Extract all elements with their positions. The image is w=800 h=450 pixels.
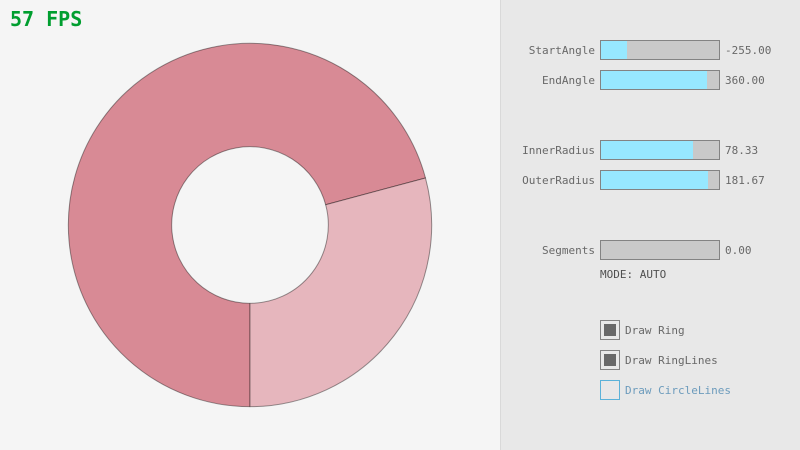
outerradius-slider-fill — [601, 171, 709, 189]
draw-ringlines-label: Draw RingLines — [625, 353, 718, 367]
fps-counter: 57 FPS — [10, 7, 83, 31]
checkbox-row-draw-circlelines: Draw CircleLines — [600, 380, 731, 400]
innerradius-slider-fill — [601, 141, 694, 159]
endangle-label: EndAngle — [542, 73, 595, 87]
slider-row-startangle: StartAngle -255.00 — [500, 40, 800, 60]
outerradius-label: OuterRadius — [522, 173, 595, 187]
draw-circlelines-label: Draw CircleLines — [625, 383, 731, 397]
segments-slider[interactable] — [600, 240, 720, 260]
innerradius-label: InnerRadius — [522, 143, 595, 157]
startangle-label: StartAngle — [528, 43, 595, 57]
endangle-slider[interactable] — [600, 70, 720, 90]
outerradius-value: 181.67 — [725, 173, 765, 187]
draw-ring-label: Draw Ring — [625, 323, 685, 337]
endangle-value: 360.00 — [725, 73, 765, 87]
startangle-value: -255.00 — [725, 43, 772, 57]
checkmark-icon — [604, 354, 616, 366]
draw-circlelines-checkbox[interactable] — [600, 380, 620, 400]
checkbox-row-draw-ringlines: Draw RingLines — [600, 350, 718, 370]
segments-value: 0.00 — [725, 243, 752, 257]
checkmark-icon — [604, 324, 616, 336]
checkbox-row-draw-ring: Draw Ring — [600, 320, 685, 340]
slider-row-endangle: EndAngle 360.00 — [500, 70, 800, 90]
mode-label: MODE: AUTO — [600, 268, 667, 281]
draw-ringlines-checkbox[interactable] — [600, 350, 620, 370]
slider-row-segments: Segments 0.00 — [500, 240, 800, 260]
outerradius-slider[interactable] — [600, 170, 720, 190]
startangle-slider-fill — [601, 41, 627, 59]
endangle-slider-fill — [601, 71, 708, 89]
segments-label: Segments — [542, 243, 595, 257]
slider-row-outerradius: OuterRadius 181.67 — [500, 170, 800, 190]
ring-segment-light — [249, 177, 433, 408]
draw-ring-checkbox[interactable] — [600, 320, 620, 340]
startangle-slider[interactable] — [600, 40, 720, 60]
ring-segment-dark — [67, 42, 427, 408]
innerradius-slider[interactable] — [600, 140, 720, 160]
innerradius-value: 78.33 — [725, 143, 759, 157]
slider-row-innerradius: InnerRadius 78.33 — [500, 140, 800, 160]
